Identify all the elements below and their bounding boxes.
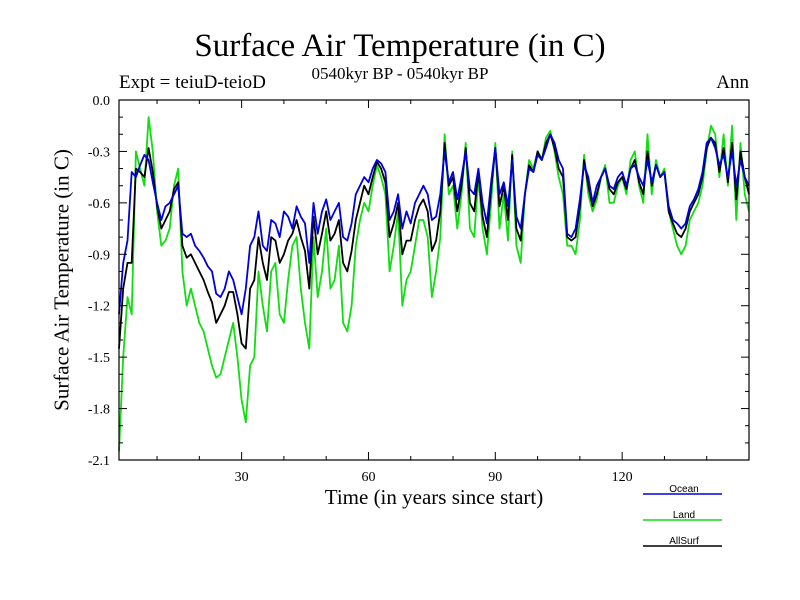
x-axis-label: Time (in years since start) [324,485,544,509]
axis-layer: 0.0 -0.3 -0.6 -0.9 -1.2 -1.5 -1.8 -2.1 30 60 90 120 [88,94,749,485]
series-layer [118,116,750,452]
y-tick-label: -0.9 [88,248,110,263]
y-tick-label: -2.1 [88,454,110,469]
series-line-ocean [118,133,750,316]
y-tick-label: 0.0 [93,94,111,109]
series-line-land [118,116,750,452]
x-tick-label: 120 [612,470,633,485]
period-label: Ann [716,72,749,93]
legend: Ocean Land AllSurf [643,484,722,547]
x-tick-label: 90 [488,470,502,485]
y-tick-label: -1.8 [88,403,110,418]
y-tick-label: -0.6 [88,197,110,212]
series-line-allsurf [118,133,750,350]
chart-title: Surface Air Temperature (in C) [194,28,606,64]
chart-subtitle: 0540kyr BP - 0540kyr BP [311,64,489,83]
y-tick-label: -1.5 [88,351,110,366]
x-tick-label: 60 [361,470,375,485]
experiment-label: Expt = teiuD-teioD [119,72,266,93]
legend-label-land: Land [673,510,695,521]
plot-frame [118,99,750,461]
y-tick-label: -0.3 [88,145,110,160]
x-tick-label: 30 [235,470,249,485]
legend-label-ocean: Ocean [669,484,698,495]
y-tick-label: -1.2 [88,300,110,315]
legend-label-allsurf: AllSurf [669,536,699,547]
